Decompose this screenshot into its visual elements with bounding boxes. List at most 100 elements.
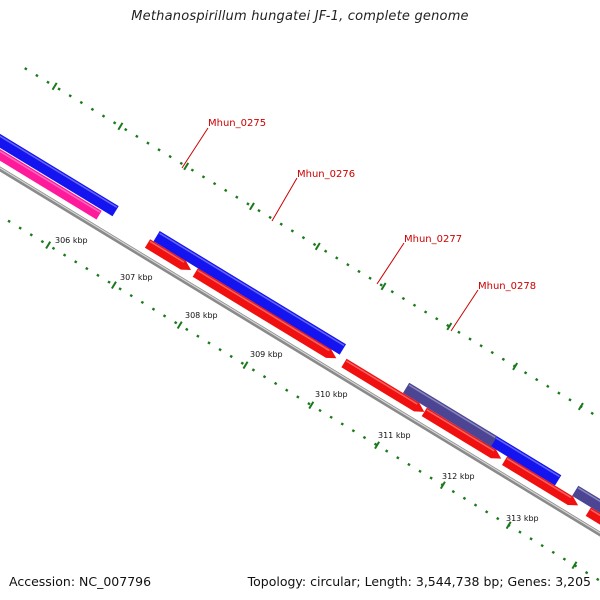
inner-tick-dot	[307, 402, 311, 406]
inner-tick-dot	[407, 462, 411, 467]
inner-tick-dot	[584, 570, 589, 575]
map-title: Methanospirillum hungatei JF-1, complete…	[131, 9, 469, 24]
reverse-cds-arrow[interactable]	[502, 456, 579, 506]
reverse-cds-arrow-shine	[506, 458, 572, 499]
forward-cds-block[interactable]	[0, 122, 119, 217]
inner-tick-dot	[151, 307, 156, 311]
outer-tick-dot	[379, 283, 383, 287]
forward-cds-block-shine	[0, 135, 118, 208]
inner-tick-dot	[496, 516, 500, 521]
gene-label[interactable]: Mhun_0277	[404, 234, 462, 245]
outer-tick-ring	[24, 67, 594, 416]
outer-tick-dot	[357, 269, 361, 274]
gene-label[interactable]: Mhun_0275	[208, 118, 266, 129]
reverse-cds-arrow[interactable]	[421, 407, 502, 459]
outer-tick-dot	[68, 94, 72, 98]
inner-tick-major	[374, 441, 381, 450]
inner-tick-dot	[540, 543, 544, 548]
outer-tick-dot	[468, 337, 472, 341]
outer-tick-dot	[523, 371, 528, 375]
inner-tick-dot	[207, 341, 211, 345]
gene-label[interactable]: Mhun_0278	[478, 281, 536, 292]
outer-tick-dot	[301, 236, 306, 240]
inner-tick-dot	[251, 368, 256, 372]
outer-tick-major	[577, 402, 584, 411]
gene-label[interactable]: Mhun_0276	[297, 169, 355, 180]
tick-label: 306 kbp	[55, 236, 88, 245]
inner-tick-dot	[285, 388, 289, 392]
outer-tick-dot	[235, 195, 239, 199]
outer-tick-dot	[423, 310, 428, 314]
outer-tick-dot	[24, 67, 28, 71]
inner-tick-dot	[273, 381, 278, 386]
reverse-cds-arrow[interactable]	[341, 358, 425, 412]
outer-tick-dot	[501, 357, 506, 361]
other-forward-block-shine	[408, 384, 496, 439]
outer-tick-dot	[534, 377, 539, 382]
inner-tick-dot	[218, 348, 222, 352]
other-forward-block[interactable]	[572, 485, 600, 538]
inner-tick-dot	[74, 260, 78, 264]
tick-label: 311 kbp	[378, 431, 411, 440]
inner-tick-ring	[7, 219, 600, 582]
outer-tick-dot	[268, 215, 272, 220]
reverse-cds-arrow-shine	[149, 240, 185, 263]
outer-tick-dot	[135, 134, 139, 139]
inner-tick-major	[571, 561, 578, 570]
inner-tick-dot	[51, 246, 56, 251]
inner-tick-dot	[484, 510, 489, 514]
outer-tick-dot	[368, 276, 372, 280]
forward-cds-block-shine	[488, 432, 560, 478]
inner-tick-major	[505, 521, 512, 530]
backbone-line	[0, 166, 600, 537]
outer-tick-major	[249, 202, 255, 211]
outer-tick-major	[446, 322, 453, 331]
outer-tick-dot	[246, 202, 250, 206]
forward-cds-block[interactable]	[482, 431, 562, 486]
tick-label-layer: 306 kbp 307 kbp 308 kbp 309 kbp 310 kbp 311 k…	[55, 236, 539, 523]
gene-leader-line	[181, 127, 209, 169]
inner-tick-dot	[96, 273, 100, 278]
outer-tick-dot	[101, 114, 106, 118]
outer-tick-dot	[490, 350, 494, 355]
tick-label: 308 kbp	[185, 311, 218, 320]
forward-cds-block[interactable]	[153, 231, 347, 355]
inner-tick-dot	[329, 415, 333, 419]
inner-tick-dot	[40, 239, 45, 244]
inner-tick-dot	[140, 300, 145, 305]
outer-tick-dot	[557, 391, 561, 395]
genome-stats-label: Topology: circular; Length: 3,544,738 bp…	[247, 574, 591, 589]
inner-tick-dot	[351, 429, 356, 433]
gene-callouts: Mhun_0275 Mhun_0276 Mhun_0277 Mhun_0278	[181, 118, 536, 332]
reverse-cds-arrow[interactable]	[585, 507, 600, 578]
reverse-cds-arrow[interactable]	[192, 268, 337, 359]
outer-tick-dot	[257, 208, 261, 213]
outer-tick-dot	[479, 344, 483, 348]
inner-tick-dot	[262, 375, 267, 379]
inner-tick-dot	[451, 489, 456, 494]
other-reverse-block[interactable]	[0, 133, 102, 220]
inner-tick-dot	[362, 435, 367, 440]
inner-tick-dot	[7, 219, 11, 223]
reverse-cds-arrow[interactable]	[144, 239, 191, 270]
outer-tick-dot	[457, 330, 461, 334]
inner-tick-dot	[85, 266, 89, 271]
inner-tick-dot	[129, 293, 133, 298]
inner-tick-dot	[518, 530, 522, 534]
inner-tick-dot	[18, 226, 22, 230]
other-forward-block[interactable]	[403, 382, 498, 447]
outer-tick-dot	[312, 242, 317, 247]
outer-tick-dot	[79, 100, 84, 105]
inner-tick-dot	[462, 496, 467, 500]
inner-tick-major	[439, 481, 446, 490]
inner-tick-dot	[418, 469, 422, 473]
other-forward-block-shine	[577, 487, 600, 503]
outer-tick-major	[117, 122, 124, 131]
inner-tick-dot	[29, 233, 33, 237]
inner-tick-major	[45, 241, 52, 250]
feature-tracks	[0, 122, 600, 578]
inner-tick-dot	[318, 408, 322, 413]
inner-tick-major	[242, 361, 249, 370]
inner-tick-dot	[562, 557, 567, 561]
